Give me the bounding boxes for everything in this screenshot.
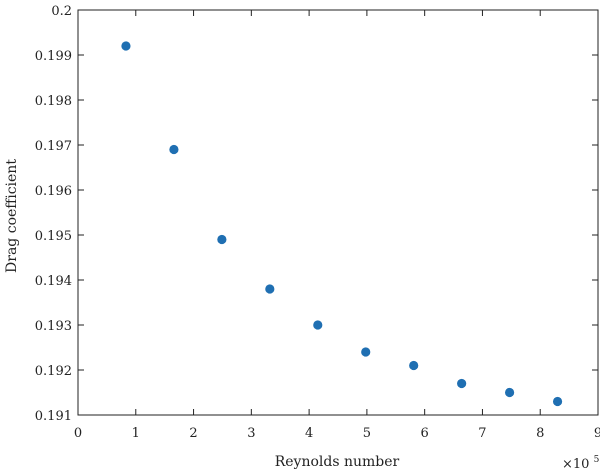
- x-tick-label: 2: [189, 426, 197, 441]
- y-tick-label: 0.192: [35, 364, 72, 379]
- x-axis-label: Reynolds number: [275, 454, 400, 470]
- y-tick-label: 0.197: [35, 139, 72, 154]
- x-tick-label: 6: [421, 426, 429, 441]
- x-tick-label: 9: [594, 426, 600, 441]
- y-tick-label: 0.2: [51, 4, 72, 19]
- x-axis-multiplier-exponent: 5: [594, 455, 600, 465]
- x-axis-multiplier: ×10 5: [562, 455, 600, 472]
- data-point: [217, 234, 227, 245]
- x-tick-label: 0: [74, 426, 82, 441]
- x-tick-label: 8: [536, 426, 544, 441]
- y-axis-label: Drag coefficient: [4, 159, 20, 273]
- x-tick-label: 4: [305, 426, 313, 441]
- x-tick-label: 1: [132, 426, 140, 441]
- x-axis-multiplier-base: ×10: [562, 457, 589, 472]
- data-point: [409, 360, 419, 371]
- y-tick-label: 0.195: [35, 229, 72, 244]
- y-tick-label: 0.198: [35, 94, 72, 109]
- x-tick-label: 7: [478, 426, 486, 441]
- y-axis-ticks: 0.191 0.192 0.193 0.194 0.195 0.196 0.197 0.198…: [35, 4, 598, 424]
- x-tick-label: 5: [363, 426, 371, 441]
- data-point: [121, 41, 131, 51]
- data-point: [552, 396, 563, 407]
- data-point: [505, 387, 515, 398]
- y-tick-label: 0.199: [35, 49, 72, 64]
- plot-frame: [77, 9, 599, 416]
- data-point: [457, 378, 467, 389]
- y-tick-label: 0.196: [35, 184, 72, 199]
- data-point: [313, 320, 323, 330]
- y-tick-label: 0.194: [35, 274, 72, 289]
- axes-frame: [77, 9, 599, 416]
- data-points: [121, 41, 563, 407]
- data-point: [169, 144, 179, 155]
- data-point: [265, 284, 275, 294]
- x-tick-label: 3: [247, 426, 255, 441]
- y-tick-label: 0.191: [35, 409, 72, 424]
- x-axis-ticks: 0 1 2 3 4 5 6 7 8 9: [74, 10, 600, 441]
- data-point: [361, 347, 371, 357]
- y-tick-label: 0.193: [35, 319, 72, 334]
